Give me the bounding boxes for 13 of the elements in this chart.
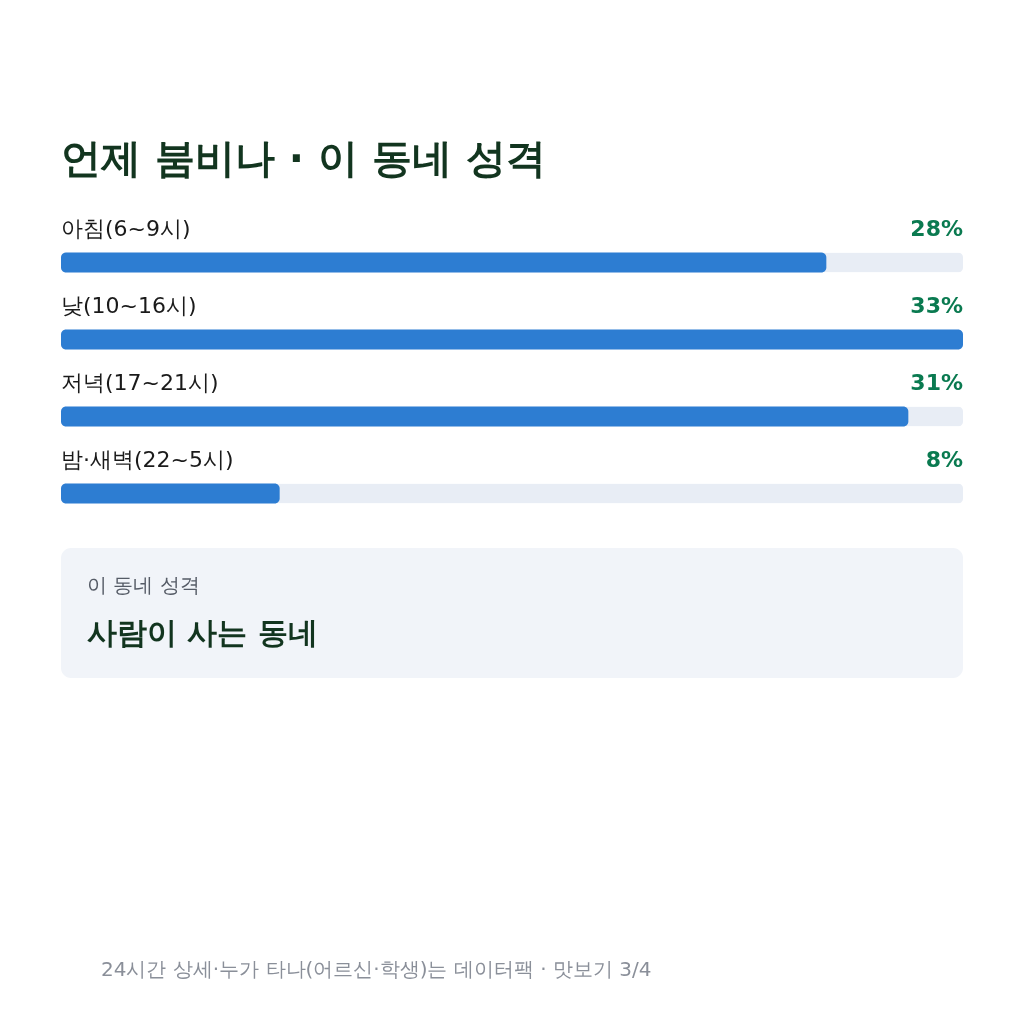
y-tick-label: 저녁(17~21시) <box>61 369 219 395</box>
bar <box>61 483 280 504</box>
y-tick-label: 밤·새벽(22~5시) <box>61 446 234 472</box>
text: 이 동네 성격 <box>87 573 200 597</box>
y-tick-label: 낮(10~16시) <box>61 292 197 318</box>
chart-title: 언제 붐비나 · 이 동네 성격 <box>61 135 546 181</box>
text: 사람이 사는 동네 <box>87 615 318 650</box>
data-label: 28% <box>910 215 963 241</box>
data-label: 8% <box>925 446 963 472</box>
data-label: 31% <box>910 369 963 395</box>
data-label: 33% <box>910 292 963 318</box>
text: 24시간 상세·누가 타나(어르신·학생)는 데이터팩 · 맛보기 3/4 <box>101 957 652 981</box>
y-tick-label: 아침(6~9시) <box>61 215 191 241</box>
